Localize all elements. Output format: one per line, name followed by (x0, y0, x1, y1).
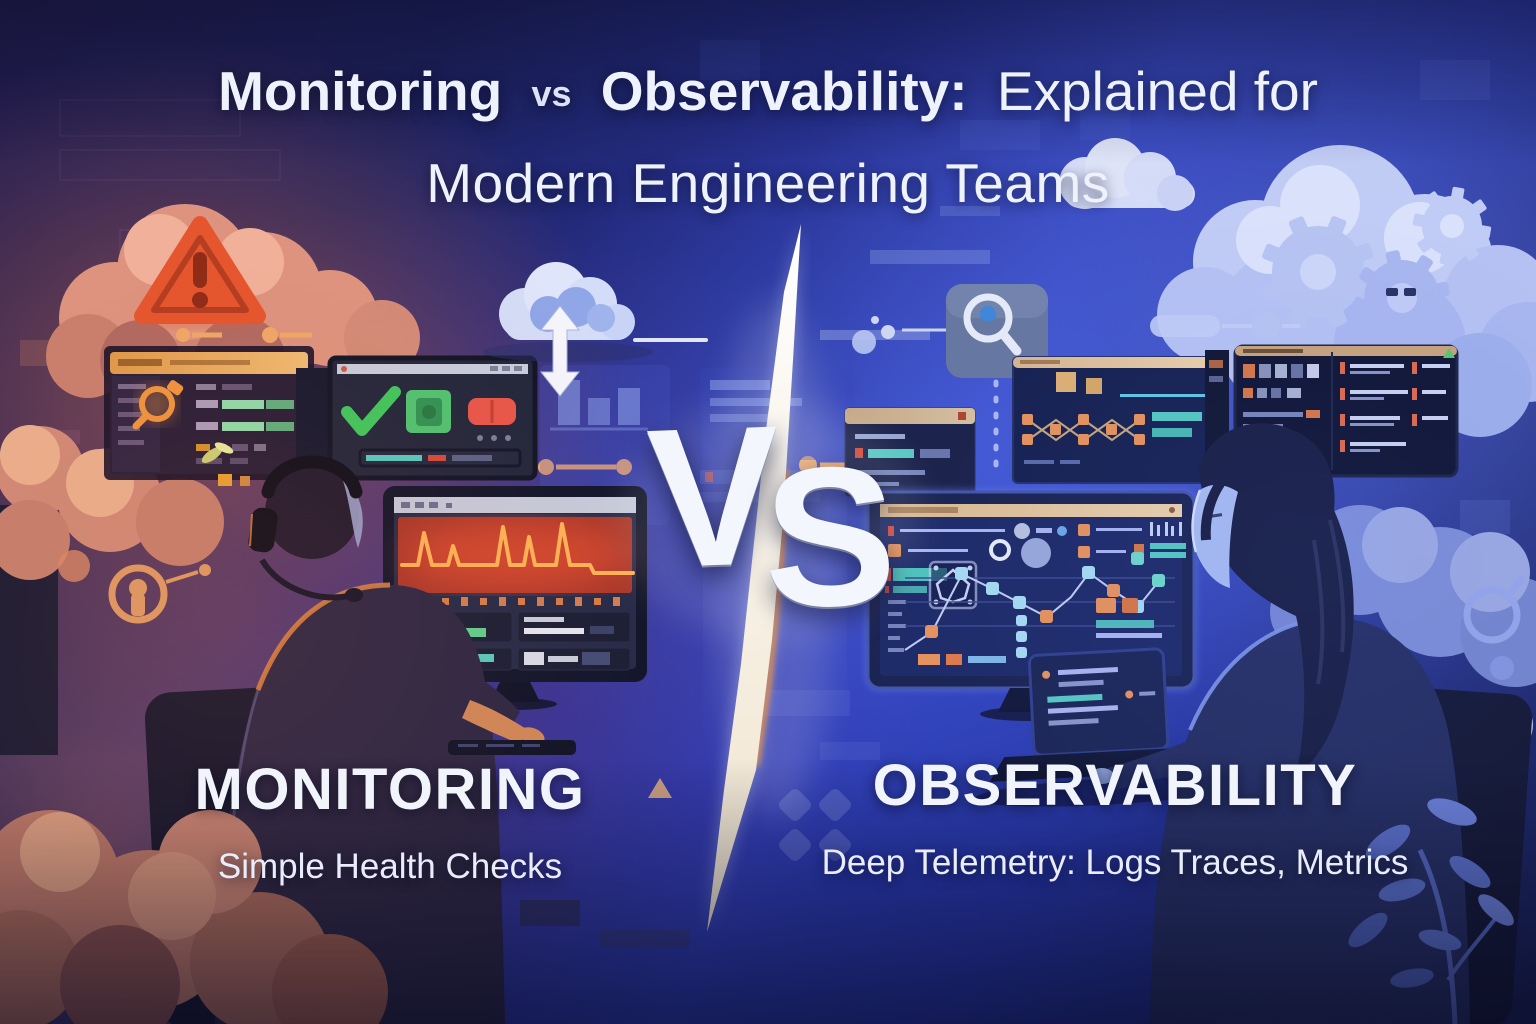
observability-subtitle: Deep Telemetry: Logs Traces, Metrics (821, 843, 1409, 882)
title-word-monitoring: Monitoring (218, 60, 503, 122)
trace-map-panel (1012, 356, 1219, 484)
observability-label-block: OBSERVABILITY Deep Telemetry: Logs Trace… (800, 752, 1430, 883)
monitoring-heading: MONITORING (194, 757, 586, 822)
title-word-observability: Observability: (600, 60, 968, 122)
observability-heading: OBSERVABILITY (872, 753, 1358, 818)
title-word-vs: vs (531, 73, 572, 114)
monitoring-subtitle: Simple Health Checks (217, 847, 563, 886)
title-line1: Monitoring vs Observability: Explained f… (0, 64, 1536, 119)
diamond-badge-icon (928, 560, 978, 610)
monitoring-label-block: MONITORING Simple Health Checks (120, 756, 660, 887)
title-word-explained: Explained for (996, 60, 1318, 122)
title-line2: Modern Engineering Teams (426, 152, 1110, 214)
page-title: Monitoring vs Observability: Explained f… (0, 64, 1536, 215)
